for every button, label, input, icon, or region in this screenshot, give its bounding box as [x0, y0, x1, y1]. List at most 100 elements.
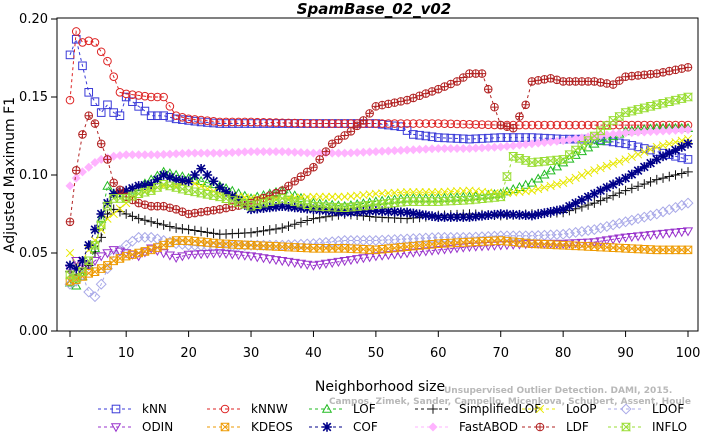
- data-point-odin: [320, 259, 332, 269]
- data-point-knn: [496, 133, 506, 142]
- data-point-cof: [483, 210, 494, 221]
- legend-item-cof: COF: [309, 420, 378, 434]
- data-point-odin: [607, 235, 619, 245]
- data-point-cof: [577, 195, 587, 205]
- data-point-simplifiedlof: [627, 183, 637, 194]
- data-point-loop: [109, 209, 118, 219]
- data-point-cof: [296, 203, 306, 213]
- data-point-cof: [146, 179, 156, 190]
- data-point-cof: [633, 165, 643, 176]
- data-point-odin: [108, 246, 119, 256]
- data-point-ldf: [284, 181, 293, 191]
- data-point-odin: [351, 255, 363, 265]
- data-point-odin: [464, 242, 475, 253]
- data-point-fastabod: [196, 148, 206, 158]
- data-point-ldof: [588, 224, 600, 236]
- data-point-fastabod: [340, 148, 350, 158]
- data-point-ldf: [490, 102, 499, 112]
- data-point-odin: [214, 249, 225, 259]
- data-point-cof: [421, 210, 431, 221]
- data-point-odin: [458, 243, 469, 253]
- data-point-fastabod: [452, 143, 462, 153]
- data-point-odin: [227, 250, 238, 260]
- x-tick-label: 10: [118, 346, 135, 361]
- data-point-knnw: [558, 120, 568, 130]
- data-point-simplifiedlof: [639, 179, 650, 189]
- data-point-loop: [446, 187, 455, 196]
- data-point-knnw: [228, 117, 237, 127]
- data-point-simplifiedlof: [202, 227, 213, 238]
- data-point-knnw: [103, 56, 112, 66]
- data-point-cof: [271, 202, 281, 212]
- data-point-ldof: [676, 199, 688, 211]
- data-point-loop: [384, 188, 393, 198]
- data-point-odin: [676, 227, 687, 238]
- data-point-odin: [614, 234, 625, 244]
- data-point-cof: [108, 188, 119, 199]
- legend-item-loop: LoOP: [522, 402, 597, 416]
- data-point-ldf: [615, 76, 624, 85]
- data-point-ldf: [683, 63, 693, 72]
- data-point-fastabod: [177, 148, 187, 158]
- data-point-cof: [439, 212, 450, 222]
- data-point-odin: [376, 251, 388, 261]
- data-point-simplifiedlof: [589, 198, 600, 208]
- data-point-lof: [202, 177, 213, 187]
- data-point-knnw: [465, 120, 474, 129]
- data-point-ldof: [326, 236, 338, 248]
- data-point-fastabod: [365, 147, 375, 157]
- data-point-knn: [421, 131, 431, 141]
- data-point-knn: [502, 133, 512, 142]
- legend-label: LoOP: [566, 402, 597, 416]
- data-point-odin: [664, 229, 675, 239]
- legend-label: FastABOD: [459, 420, 518, 434]
- legend-label: SimplifiedLOF: [459, 402, 541, 416]
- data-point-fastabod: [240, 147, 250, 157]
- data-point-knnw: [296, 118, 306, 128]
- data-point-fastabod: [308, 148, 318, 158]
- data-point-loop: [552, 180, 562, 189]
- data-point-ldf: [78, 130, 87, 139]
- data-point-loop: [608, 159, 618, 168]
- data-point-loop: [390, 188, 399, 197]
- data-point-fastabod: [446, 143, 456, 153]
- data-point-knnw: [178, 112, 187, 122]
- data-point-simplifiedlof: [127, 211, 138, 222]
- data-point-knn: [477, 134, 487, 143]
- data-point-odin: [208, 249, 219, 259]
- data-point-cof: [71, 263, 82, 274]
- data-point-loop: [590, 166, 599, 175]
- data-point-knnw: [458, 119, 468, 129]
- data-point-lof: [102, 180, 113, 190]
- data-point-odin: [277, 257, 288, 267]
- data-point-ldof: [682, 197, 694, 209]
- data-point-cof: [277, 201, 288, 211]
- data-point-knn: [434, 133, 443, 142]
- data-point-fastabod: [184, 148, 194, 158]
- data-point-ldf: [178, 207, 187, 216]
- data-point-odin: [433, 246, 444, 256]
- series-inflo: [64, 92, 694, 283]
- data-point-cof: [452, 212, 462, 222]
- legend-marker: [220, 404, 230, 414]
- legend-marker: [535, 404, 545, 414]
- data-point-odin: [620, 233, 631, 243]
- data-point-cof: [527, 210, 537, 221]
- data-point-ldf: [309, 162, 318, 172]
- data-point-loop: [452, 187, 462, 196]
- data-point-cof: [283, 202, 294, 212]
- data-point-knnw: [340, 119, 349, 128]
- x-tick-label: 30: [243, 346, 260, 361]
- legend-item-lof: LOF: [309, 402, 376, 416]
- series-line-knnw: [69, 29, 688, 126]
- data-point-ldf: [84, 111, 94, 121]
- data-point-knnw: [608, 120, 618, 130]
- data-point-simplifiedlof: [283, 221, 294, 231]
- data-point-simplifiedlof: [651, 174, 662, 185]
- data-point-cof: [608, 179, 618, 190]
- data-point-fastabod: [621, 128, 631, 138]
- data-point-loop: [602, 161, 612, 171]
- data-point-cof: [333, 207, 344, 217]
- series-line-odin: [69, 230, 689, 269]
- data-point-loop: [633, 150, 643, 159]
